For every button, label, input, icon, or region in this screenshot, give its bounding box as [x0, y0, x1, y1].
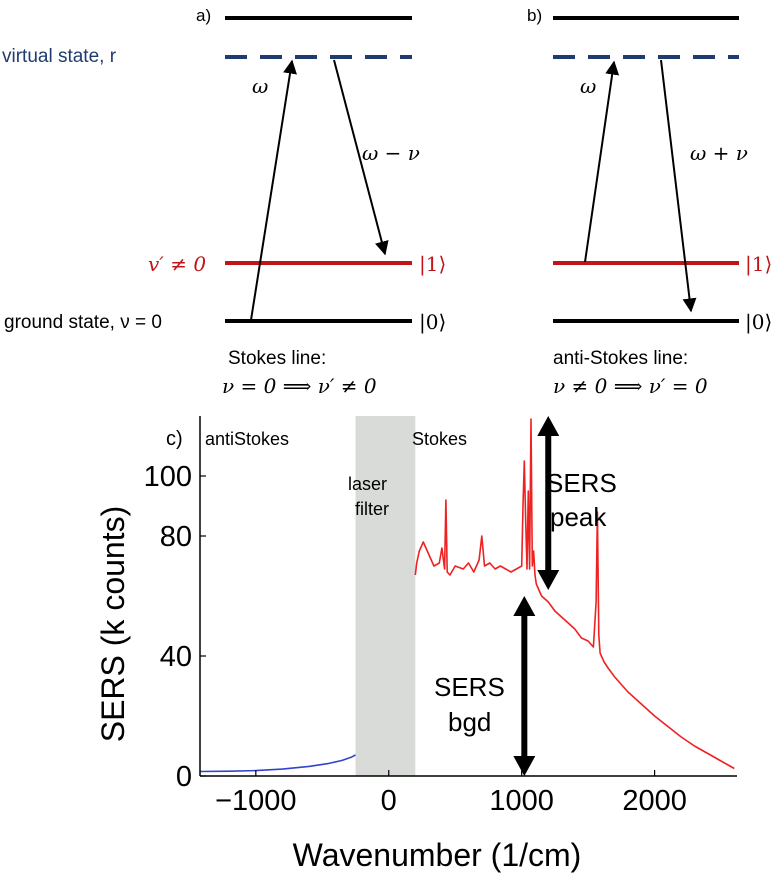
stokes-caption-line2: ν = 0 ⟹ ν′ ≠ 0 — [222, 374, 377, 398]
x-axis-title: Wavenumber (1/cm) — [293, 837, 582, 873]
laser-filter-label-line2: filter — [355, 499, 389, 519]
stokes-caption-line1: Stokes line: — [228, 348, 326, 369]
sers-bgd-arrow-head-top — [513, 596, 536, 616]
sers-spectrum-chart: c) antiStokes Stokes laser filter −1000 0… — [95, 416, 737, 873]
ground-state-label: ground state, ν = 0 — [4, 312, 162, 333]
panel-c-label: c) — [166, 428, 183, 450]
antistokes-spectrum-line — [199, 754, 356, 773]
sers-peak-label-line2: peak — [550, 502, 607, 532]
laser-filter-band — [355, 416, 416, 776]
panel-a-label: a) — [196, 6, 211, 25]
panel-b: b) |1⟩ |0⟩ ω ω + ν anti-Stokes line: ν ≠… — [527, 6, 772, 398]
stokes-region-label: Stokes — [412, 429, 467, 449]
excited-level-label: v′ ≠ 0 — [148, 252, 206, 276]
sers-bgd-label-line2: bgd — [448, 707, 491, 737]
y-axis-title: SERS (k counts) — [95, 506, 131, 743]
antistokes-frequency-label: ω + ν — [690, 141, 748, 165]
ket-1-label-b: |1⟩ — [745, 252, 772, 277]
panel-b-label: b) — [527, 6, 542, 25]
stokes-spectrum-line — [414, 418, 735, 770]
stokes-frequency-label: ω − ν — [362, 141, 420, 165]
x-tick-label: 2000 — [622, 785, 687, 817]
y-tick-label: 0 — [176, 761, 192, 793]
x-tick-label: −1000 — [215, 785, 296, 817]
ket-0-label-a: |0⟩ — [419, 310, 446, 335]
sers-bgd-label-line1: SERS — [434, 672, 505, 702]
antistokes-scatter-arrow — [660, 59, 697, 313]
sers-peak-arrow-head-bottom — [537, 570, 560, 590]
sers-bgd-arrow-head-bottom — [513, 756, 536, 776]
y-tick-label: 40 — [160, 641, 192, 673]
ket-0-label-b: |0⟩ — [745, 310, 772, 335]
ket-1-label-a: |1⟩ — [419, 252, 446, 277]
omega-label-a: ω — [252, 74, 268, 98]
stokes-scatter-arrow — [333, 59, 389, 256]
virtual-state-label: virtual state, r — [2, 46, 117, 67]
panel-a: a) virtual state, r v′ ≠ 0 ground state,… — [2, 6, 446, 398]
sers-peak-arrow-head-top — [537, 416, 560, 436]
x-tick-label: 1000 — [489, 785, 554, 817]
sers-peak-label-line1: SERS — [546, 468, 617, 498]
laser-filter-label-line1: laser — [348, 474, 387, 494]
omega-label-b: ω — [580, 74, 596, 98]
x-tick-label: 0 — [381, 785, 397, 817]
y-tick-label: 100 — [144, 461, 192, 493]
antistokes-region-label: antiStokes — [205, 429, 289, 449]
y-tick-label: 80 — [160, 521, 192, 553]
incident-photon-arrow-a — [250, 59, 297, 321]
incident-photon-arrow-b — [584, 60, 620, 263]
antistokes-caption-line2: ν ≠ 0 ⟹ ν′ = 0 — [553, 374, 708, 398]
antistokes-caption-line1: anti-Stokes line: — [553, 348, 688, 369]
